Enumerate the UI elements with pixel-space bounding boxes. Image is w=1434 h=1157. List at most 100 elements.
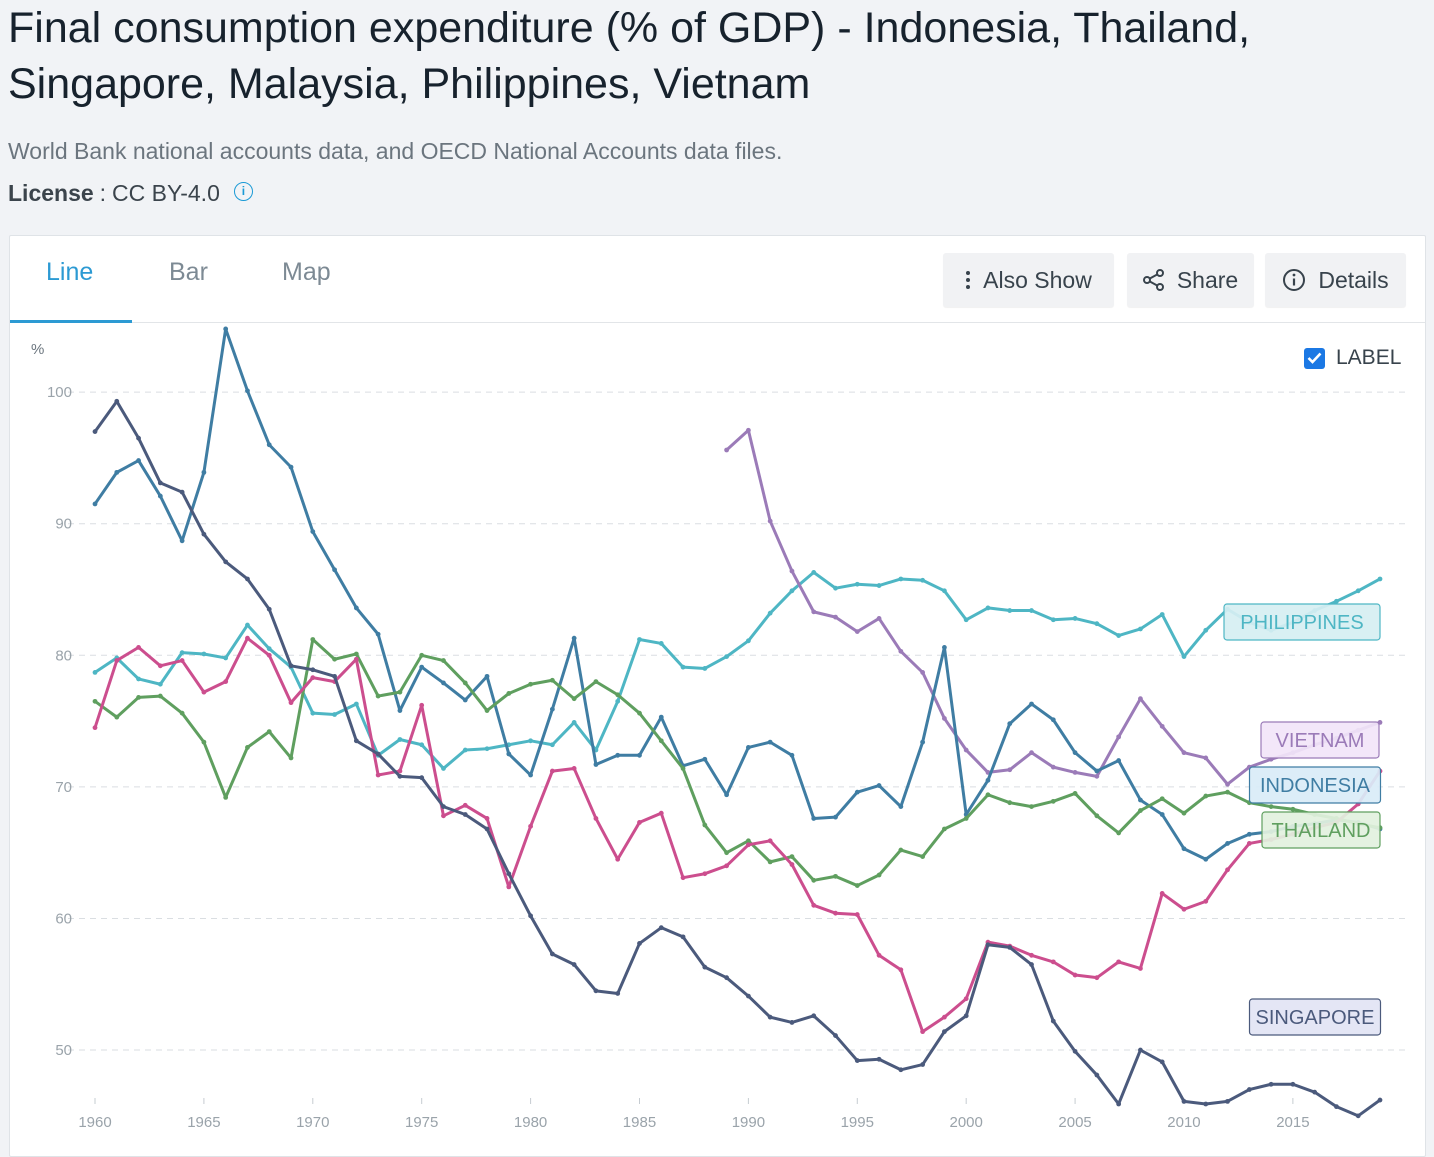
data-point[interactable] [157,480,163,486]
data-point[interactable] [1159,796,1165,802]
data-point[interactable] [245,388,250,394]
data-point[interactable] [462,680,468,686]
data-point[interactable] [963,996,969,1002]
data-point[interactable] [702,822,708,828]
data-point[interactable] [549,677,555,683]
data-point[interactable] [789,1020,795,1025]
data-point[interactable] [310,637,316,642]
data-point[interactable] [942,716,947,721]
data-point[interactable] [615,856,621,862]
data-point[interactable] [397,737,403,742]
data-point[interactable] [745,744,751,750]
data-point[interactable] [1377,1097,1383,1103]
data-point[interactable] [571,635,577,641]
data-point[interactable] [658,738,664,744]
data-point[interactable] [1138,626,1143,632]
data-point[interactable] [876,1056,882,1062]
data-point[interactable] [1159,1059,1165,1065]
data-point[interactable] [136,676,141,682]
data-point[interactable] [1203,755,1209,761]
data-point[interactable] [136,694,141,700]
data-point[interactable] [1225,789,1230,795]
data-point[interactable] [745,638,751,644]
data-point[interactable] [767,518,773,524]
data-point[interactable] [833,585,838,591]
data-point[interactable] [811,816,817,821]
data-point[interactable] [1203,1101,1209,1107]
data-point[interactable] [506,691,512,696]
data-point[interactable] [419,664,425,670]
data-point[interactable] [615,692,621,698]
data-point[interactable] [1094,1072,1100,1078]
data-point[interactable] [1050,617,1056,623]
data-point[interactable] [1203,793,1209,799]
tab-line[interactable]: Line [46,258,94,286]
data-point[interactable] [484,816,490,821]
data-point[interactable] [1050,764,1056,770]
data-point[interactable] [745,838,751,844]
series-line[interactable] [93,399,1381,1118]
data-point[interactable] [767,1014,773,1020]
data-point[interactable] [266,729,272,735]
data-point[interactable] [876,783,882,788]
data-point[interactable] [549,742,555,748]
data-point[interactable] [724,792,730,798]
data-point[interactable] [506,871,512,877]
data-point[interactable] [702,756,708,762]
data-point[interactable] [223,655,229,661]
data-point[interactable] [179,658,185,663]
data-point[interactable] [157,493,163,499]
data-point[interactable] [942,588,947,594]
data-point[interactable] [963,816,969,821]
data-point[interactable] [833,614,838,620]
data-point[interactable] [1181,750,1187,756]
data-point[interactable] [201,651,207,657]
data-point[interactable] [310,529,316,534]
data-point[interactable] [1334,598,1339,604]
data-point[interactable] [114,398,120,404]
data-point[interactable] [1159,723,1165,729]
series-indonesia[interactable] [92,326,1383,862]
data-point[interactable] [223,795,229,800]
data-point[interactable] [1138,797,1143,803]
data-point[interactable] [223,559,229,565]
series-line[interactable] [94,570,1381,770]
data-point[interactable] [963,617,969,623]
data-point[interactable] [266,442,272,448]
data-point[interactable] [310,667,316,673]
data-point[interactable] [920,1062,926,1067]
data-point[interactable] [1181,1098,1187,1104]
data-point[interactable] [637,820,642,825]
data-point[interactable] [1225,867,1230,873]
label-checkbox[interactable] [1304,347,1325,369]
data-point[interactable] [1007,945,1013,950]
data-point[interactable] [942,826,947,832]
data-point[interactable] [549,768,555,774]
data-point[interactable] [332,673,337,679]
data-point[interactable] [484,826,490,832]
data-point[interactable] [680,766,686,771]
data-point[interactable] [942,644,947,650]
data-point[interactable] [1116,959,1122,965]
data-point[interactable] [658,810,664,816]
data-point[interactable] [375,751,381,757]
data-point[interactable] [898,648,904,654]
data-point[interactable] [353,656,359,662]
data-point[interactable] [245,576,250,582]
data-point[interactable] [1029,952,1034,958]
series-singapore[interactable] [92,398,1383,1119]
data-point[interactable] [985,942,991,948]
data-point[interactable] [114,658,120,663]
data-point[interactable] [1007,608,1013,613]
data-point[interactable] [441,813,446,819]
data-point[interactable] [702,666,708,671]
data-point[interactable] [1138,808,1143,813]
data-point[interactable] [854,883,860,888]
data-point[interactable] [833,814,838,820]
data-point[interactable] [179,710,185,716]
data-point[interactable] [593,762,599,767]
data-point[interactable] [266,606,272,612]
data-point[interactable] [854,912,860,917]
data-point[interactable] [332,567,337,573]
data-point[interactable] [854,1058,860,1063]
